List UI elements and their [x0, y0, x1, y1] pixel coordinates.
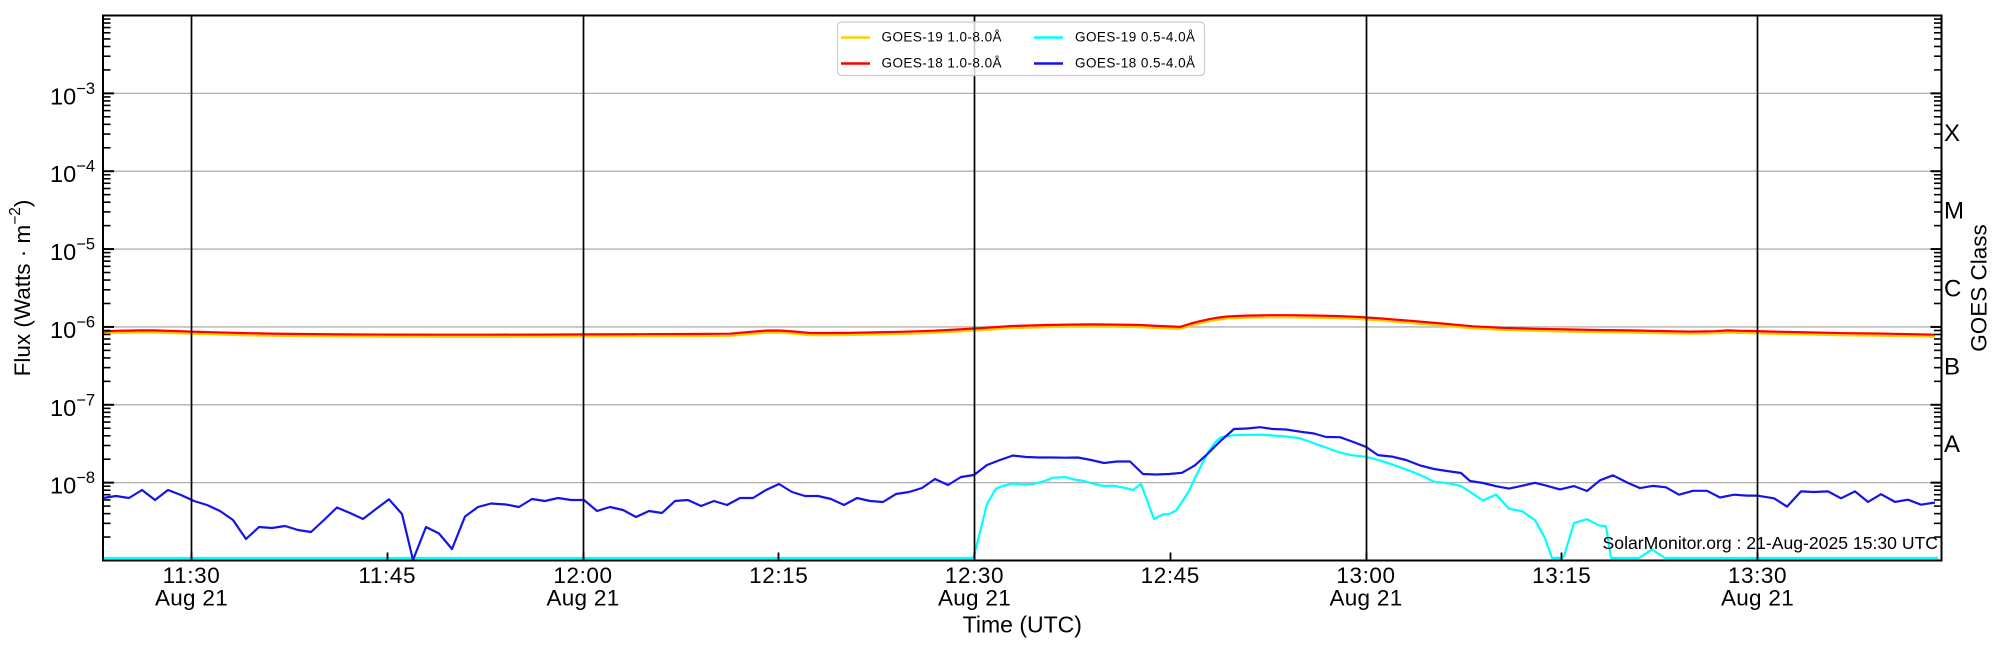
svg-text:Aug 21: Aug 21: [938, 586, 1011, 611]
svg-text:SolarMonitor.org : 21-Aug-2025: SolarMonitor.org : 21-Aug-2025 15:30 UTC: [1603, 533, 1939, 553]
svg-text:GOES-18 0.5-4.0Å: GOES-18 0.5-4.0Å: [1075, 56, 1196, 71]
svg-text:13:00: 13:00: [1336, 563, 1395, 588]
svg-text:10−8: 10−8: [50, 469, 95, 499]
svg-text:M: M: [1944, 198, 1964, 225]
svg-text:Aug 21: Aug 21: [546, 586, 619, 611]
svg-text:GOES Class: GOES Class: [1967, 224, 1992, 352]
svg-text:X: X: [1944, 120, 1960, 147]
svg-text:12:45: 12:45: [1141, 563, 1200, 588]
svg-text:12:00: 12:00: [553, 563, 612, 588]
svg-text:10−5: 10−5: [50, 236, 95, 266]
svg-text:Flux (Watts · m−2): Flux (Watts · m−2): [7, 200, 35, 377]
svg-text:11:45: 11:45: [358, 563, 416, 588]
svg-text:Aug 21: Aug 21: [1329, 586, 1402, 611]
svg-text:Aug 21: Aug 21: [1721, 586, 1794, 611]
svg-text:A: A: [1944, 431, 1960, 458]
svg-text:Aug 21: Aug 21: [155, 586, 228, 611]
svg-text:B: B: [1944, 353, 1960, 380]
svg-text:GOES-19 0.5-4.0Å: GOES-19 0.5-4.0Å: [1075, 30, 1196, 45]
svg-text:12:30: 12:30: [945, 563, 1004, 588]
svg-text:10−7: 10−7: [50, 391, 95, 421]
svg-text:13:15: 13:15: [1532, 563, 1591, 588]
svg-text:GOES-19 1.0-8.0Å: GOES-19 1.0-8.0Å: [882, 30, 1003, 45]
svg-text:Time (UTC): Time (UTC): [963, 612, 1082, 638]
svg-text:11:30: 11:30: [163, 563, 221, 588]
svg-text:10−4: 10−4: [50, 158, 95, 188]
svg-text:C: C: [1944, 276, 1961, 303]
svg-text:GOES-18 1.0-8.0Å: GOES-18 1.0-8.0Å: [882, 56, 1003, 71]
svg-text:12:15: 12:15: [749, 563, 808, 588]
svg-text:13:30: 13:30: [1728, 563, 1787, 588]
